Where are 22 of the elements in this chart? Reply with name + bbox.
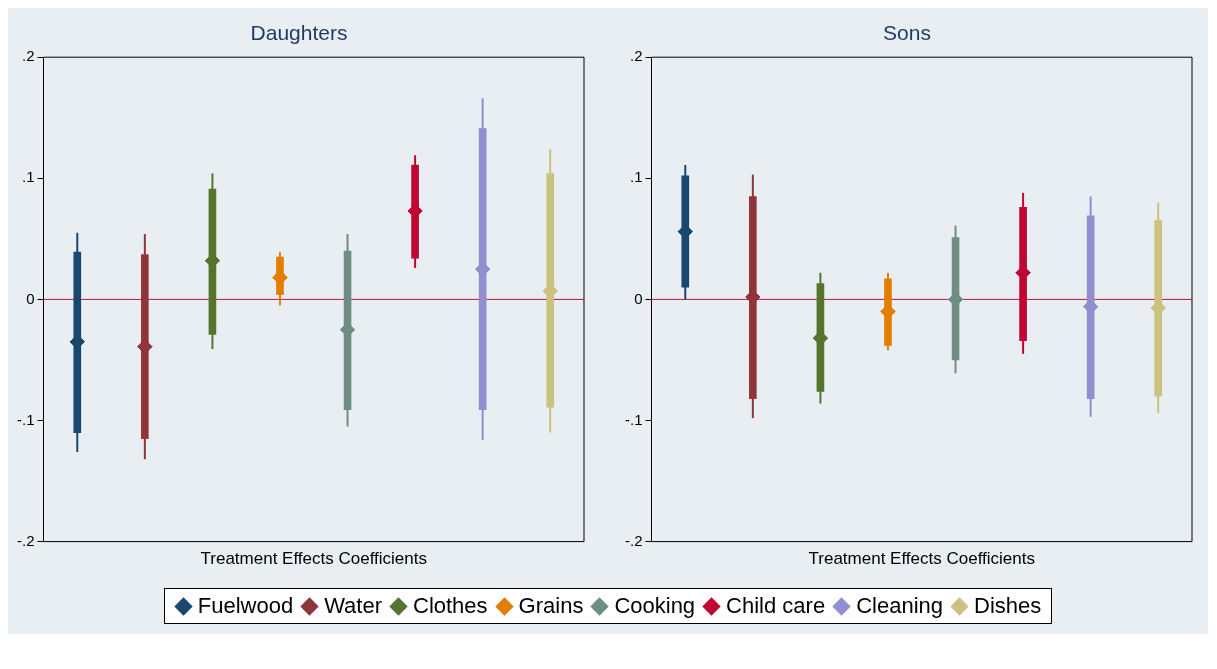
y-tick-label: -.2 xyxy=(16,531,35,549)
legend-label: Dishes xyxy=(974,593,1042,619)
y-tick-label: -.1 xyxy=(16,410,35,428)
legend-label: Fuelwood xyxy=(197,593,294,619)
legend-label: Cooking xyxy=(614,593,696,619)
y-tick-label: .2 xyxy=(21,47,35,65)
y-tick-label: 0 xyxy=(26,289,35,307)
y-tick-label: 0 xyxy=(634,289,643,307)
y-tick-label: -.1 xyxy=(624,410,643,428)
y-tick-label: .1 xyxy=(629,168,643,186)
x-axis-title: Treatment Effects Coefficients xyxy=(200,549,427,569)
chart-title: Sons xyxy=(883,21,931,45)
legend-label: Grains xyxy=(518,593,584,619)
legend-label: Clothes xyxy=(413,593,488,619)
legend-label: Child care xyxy=(726,593,826,619)
y-tick-label: .2 xyxy=(629,47,643,65)
legend-label: Cleaning xyxy=(856,593,943,619)
chart-title: Daughters xyxy=(250,21,348,45)
x-axis-title: Treatment Effects Coefficients xyxy=(808,549,1035,569)
y-tick-label: .1 xyxy=(21,168,35,186)
legend-label: Water xyxy=(324,593,382,619)
y-tick-label: -.2 xyxy=(624,531,643,549)
